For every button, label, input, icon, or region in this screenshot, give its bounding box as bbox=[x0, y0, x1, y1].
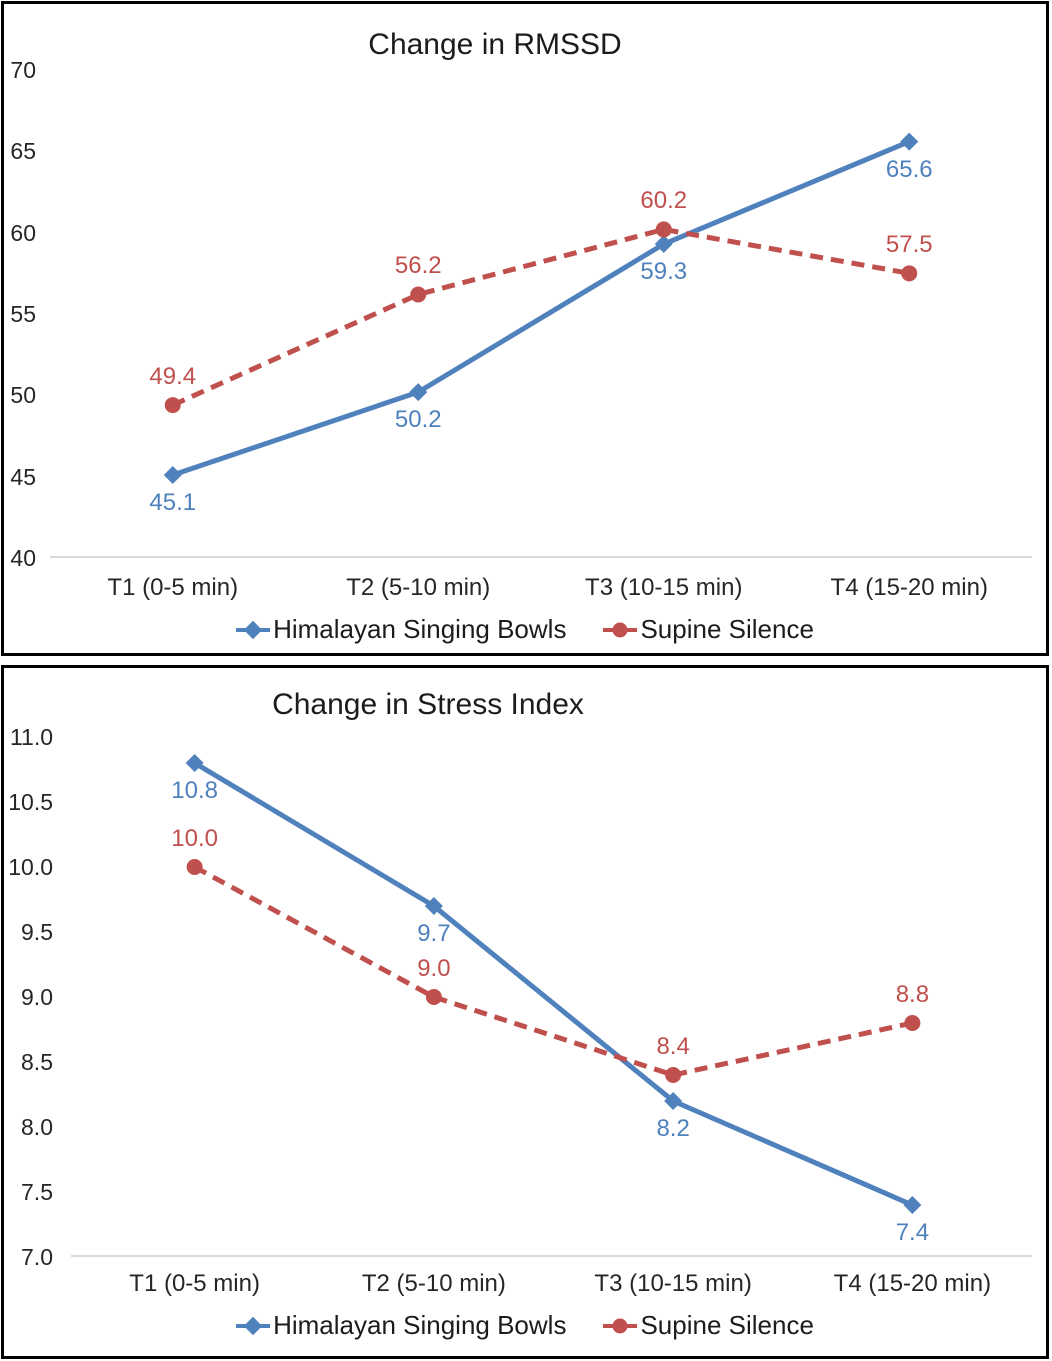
y-axis-tick-label: 65 bbox=[10, 138, 36, 165]
x-axis-category-label: T1 (0-5 min) bbox=[107, 574, 239, 601]
data-point-value-label: 50.2 bbox=[394, 406, 442, 434]
y-axis-tick-label: 7.0 bbox=[21, 1244, 53, 1270]
data-point-value-label: 60.2 bbox=[640, 187, 688, 215]
data-point-value-label: 8.4 bbox=[656, 1033, 690, 1060]
x-axis-category-label: T4 (15-20 min) bbox=[830, 574, 988, 601]
rmssd-chart-inner: Change in RMSSD Himalayan Singing Bowls … bbox=[4, 4, 1046, 653]
diamond-data-point-marker bbox=[664, 1092, 683, 1110]
legend-marker-circle bbox=[612, 622, 628, 637]
diamond-data-point-marker bbox=[900, 132, 919, 151]
y-axis-tick-label: 7.5 bbox=[21, 1179, 53, 1205]
series-line-circle bbox=[171, 226, 910, 408]
diamond-data-point-marker bbox=[163, 466, 182, 485]
rmssd-chart-title: Change in RMSSD bbox=[368, 28, 622, 61]
red-circle-legend-marker bbox=[603, 1315, 638, 1337]
circle-data-point-marker bbox=[425, 989, 442, 1005]
legend-item-supine-silence: Supine Silence bbox=[603, 614, 814, 645]
data-point-value-label: 59.3 bbox=[640, 258, 688, 286]
data-point-value-label: 56.2 bbox=[394, 252, 442, 280]
diamond-data-point-marker bbox=[185, 754, 204, 772]
legend-label: Himalayan Singing Bowls bbox=[273, 614, 567, 644]
y-axis-tick-label: 40 bbox=[10, 545, 36, 571]
legend-marker-diamond bbox=[243, 620, 263, 639]
circle-data-point-marker bbox=[904, 1015, 921, 1031]
y-axis-tick-label: 11.0 bbox=[9, 724, 53, 750]
rmssd-chart-panel: Change in RMSSD Himalayan Singing Bowls … bbox=[1, 1, 1049, 656]
y-axis-tick-label: 60 bbox=[10, 219, 36, 246]
x-axis-category-label: T3 (10-15 min) bbox=[585, 574, 743, 601]
x-axis-category-label: T1 (0-5 min) bbox=[129, 1270, 260, 1297]
y-axis-tick-label: 9.5 bbox=[21, 919, 53, 945]
legend-label: Supine Silence bbox=[640, 1310, 814, 1340]
x-axis-category-label: T2 (5-10 min) bbox=[346, 574, 491, 601]
diamond-data-point-marker bbox=[903, 1196, 922, 1214]
data-point-value-label: 65.6 bbox=[885, 155, 933, 183]
stress-index-chart-panel: Change in Stress Index Himalayan Singing… bbox=[1, 665, 1049, 1359]
series-line-diamond bbox=[171, 139, 911, 478]
red-circle-legend-marker bbox=[603, 619, 638, 641]
x-axis-line bbox=[50, 556, 1032, 558]
data-point-value-label: 9.0 bbox=[417, 955, 451, 982]
legend-label: Supine Silence bbox=[640, 614, 814, 644]
stress-index-chart-inner: Change in Stress Index Himalayan Singing… bbox=[4, 668, 1046, 1356]
series-line-circle bbox=[193, 864, 913, 1078]
stress-index-legend: Himalayan Singing Bowls Supine Silence bbox=[4, 1310, 1046, 1341]
rmssd-line-series-svg bbox=[163, 132, 919, 485]
y-axis-tick-label: 9.0 bbox=[21, 984, 53, 1010]
blue-diamond-legend-marker bbox=[236, 619, 271, 641]
x-axis-category-label: T3 (10-15 min) bbox=[594, 1270, 752, 1297]
x-axis-category-label: T2 (5-10 min) bbox=[361, 1270, 506, 1297]
data-point-value-label: 45.1 bbox=[149, 489, 197, 517]
legend-marker-diamond bbox=[243, 1316, 263, 1335]
series-line-diamond bbox=[193, 760, 914, 1208]
x-axis-category-label: T4 (15-20 min) bbox=[833, 1270, 992, 1297]
circle-data-point-marker bbox=[665, 1067, 682, 1083]
legend-marker-circle bbox=[612, 1318, 628, 1333]
data-point-value-label: 8.8 bbox=[895, 981, 930, 1008]
data-point-value-label: 10.8 bbox=[171, 777, 218, 804]
diamond-data-point-marker bbox=[409, 383, 428, 402]
stress-index-line-series-svg bbox=[185, 754, 922, 1214]
circle-data-point-marker bbox=[655, 221, 672, 238]
circle-data-point-marker bbox=[901, 265, 918, 282]
legend-item-himalayan-singing-bowls: Himalayan Singing Bowls bbox=[236, 614, 566, 645]
y-axis-tick-label: 8.5 bbox=[21, 1049, 53, 1075]
data-point-value-label: 57.5 bbox=[885, 231, 933, 259]
x-axis-line bbox=[71, 1255, 1032, 1257]
diamond-data-point-marker bbox=[424, 897, 443, 915]
legend-label: Himalayan Singing Bowls bbox=[273, 1310, 567, 1340]
legend-item-supine-silence: Supine Silence bbox=[603, 1310, 814, 1341]
circle-data-point-marker bbox=[410, 286, 427, 303]
data-point-value-label: 8.2 bbox=[656, 1115, 690, 1142]
y-axis-tick-label: 8.0 bbox=[21, 1114, 53, 1140]
y-axis-tick-label: 50 bbox=[10, 382, 36, 409]
blue-diamond-legend-marker bbox=[236, 1315, 271, 1337]
y-axis-tick-label: 10.5 bbox=[8, 789, 53, 815]
y-axis-tick-label: 70 bbox=[10, 57, 36, 83]
data-point-value-label: 7.4 bbox=[895, 1219, 930, 1246]
y-axis-tick-label: 55 bbox=[10, 301, 36, 327]
data-point-value-label: 9.7 bbox=[417, 920, 451, 947]
data-point-value-label: 49.4 bbox=[149, 363, 197, 391]
stress-index-chart-title: Change in Stress Index bbox=[272, 688, 584, 721]
circle-data-point-marker bbox=[186, 859, 203, 875]
legend-item-himalayan-singing-bowls: Himalayan Singing Bowls bbox=[236, 1310, 566, 1341]
y-axis-tick-label: 45 bbox=[10, 463, 36, 490]
circle-data-point-marker bbox=[164, 397, 181, 414]
rmssd-legend: Himalayan Singing Bowls Supine Silence bbox=[4, 614, 1046, 645]
data-point-value-label: 10.0 bbox=[171, 825, 218, 852]
diamond-data-point-marker bbox=[654, 235, 673, 254]
y-axis-tick-label: 10.0 bbox=[8, 854, 53, 880]
